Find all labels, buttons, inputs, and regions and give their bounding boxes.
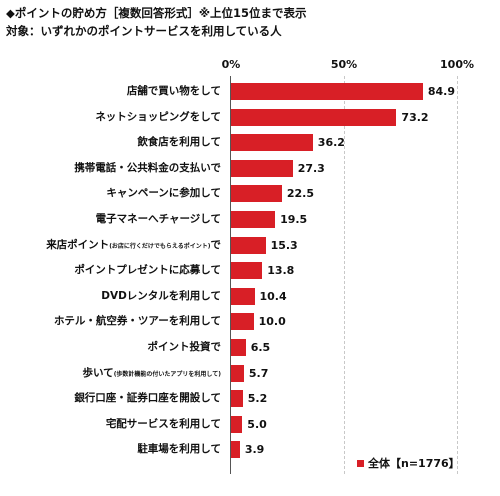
data-label: 84.9 [427,85,455,98]
bar [231,159,293,177]
x-tick-label: 0% [221,58,241,71]
category-label: ポイントプレゼントに応募して [74,264,221,277]
data-label: 19.5 [280,213,308,226]
bar [231,415,243,433]
bar [231,262,263,280]
category-label: 歩いて(歩数計機能の付いたアプリを利用して) [83,367,222,381]
category-label-main: 飲食店を利用して [137,136,221,149]
chart-title: ◆ポイントの貯め方［複数回答形式］※上位15位まで表示 [6,6,307,20]
category-label: 携帯電話・公共料金の支払いで [74,162,221,175]
bar [231,441,240,459]
data-label: 10.4 [259,289,287,303]
data-label: 5.7 [248,366,269,380]
chart-subtitle: 対象：いずれかのポイントサービスを利用している人 [6,24,282,38]
gridline [344,76,345,474]
bar [231,390,243,408]
category-label-main: ポイント投資で [147,341,222,353]
category-label-main: 歩いて [82,366,114,379]
bar [231,236,266,254]
bar [231,211,276,228]
data-label: 5.0 [247,417,267,431]
category-label: 駐車場を利用して [137,443,221,456]
category-label-main: 店舗で買い物をして [126,85,221,97]
category-label-main: 電子マネーへチャージして [95,213,221,225]
bar [231,134,313,152]
bar [231,83,423,100]
data-label: 5.2 [247,392,268,406]
category-label: 銀行口座・証券口座を開設して [74,392,221,405]
category-label: ホテル・航空券・ツアーを利用して [54,315,221,328]
bar [231,287,255,305]
legend-label: 全体【n=1776】 [368,457,460,470]
category-label: ポイント投資で [148,341,222,354]
category-label-main: ポイントプレゼントに応募して [74,264,221,277]
bar [231,364,244,382]
data-label: 6.5 [250,341,271,354]
category-label: 店舗で買い物をして [127,85,221,98]
gridline [457,76,458,474]
category-label: 来店ポイント(お店に行くだけでもらえるポイント)で [46,239,221,253]
data-label: 10.0 [258,315,286,329]
category-label: キャンペーンに参加して [106,187,221,200]
category-label-tail: で [210,238,222,251]
category-label-main: ホテル・航空券・ツアーを利用して [53,315,221,328]
category-label: 飲食店を利用して [137,136,221,149]
category-label-note: (お店に行くだけでもらえるポイント) [109,242,211,250]
category-label: DVDレンタルを利用して [101,290,221,303]
bar [231,313,254,331]
data-label: 73.2 [401,110,429,124]
category-label-main: ネットショッピングをして [95,110,221,123]
bar [231,185,282,203]
category-label-note: (歩数計機能の付いたアプリを利用して) [113,370,221,378]
category-label: 電子マネーへチャージして [96,213,221,226]
bar [231,108,397,126]
category-label-main: キャンペーンに参加して [106,187,221,200]
legend: 全体【n=1776】 [357,455,460,471]
data-label: 13.8 [267,264,295,278]
y-axis-line [230,76,231,474]
category-label-main: DVDレンタルを利用して [101,289,221,302]
data-label: 22.5 [286,187,314,201]
bar [231,339,246,356]
category-label-main: 携帯電話・公共料金の支払いで [74,161,221,174]
x-tick-label: 100% [440,58,474,71]
category-label: 宅配サービスを利用して [106,418,221,431]
category-label: ネットショッピングをして [95,111,221,124]
data-label: 27.3 [297,161,325,175]
category-label-main: 宅配サービスを利用して [105,417,221,430]
category-label-main: 来店ポイント [46,238,110,251]
category-label-main: 駐車場を利用して [137,443,221,456]
data-label: 3.9 [244,443,265,457]
x-tick-label: 50% [330,58,358,71]
data-label: 36.2 [317,136,345,150]
category-label-main: 銀行口座・証券口座を開設して [74,392,221,405]
legend-swatch [357,459,364,467]
data-label: 15.3 [270,238,298,252]
